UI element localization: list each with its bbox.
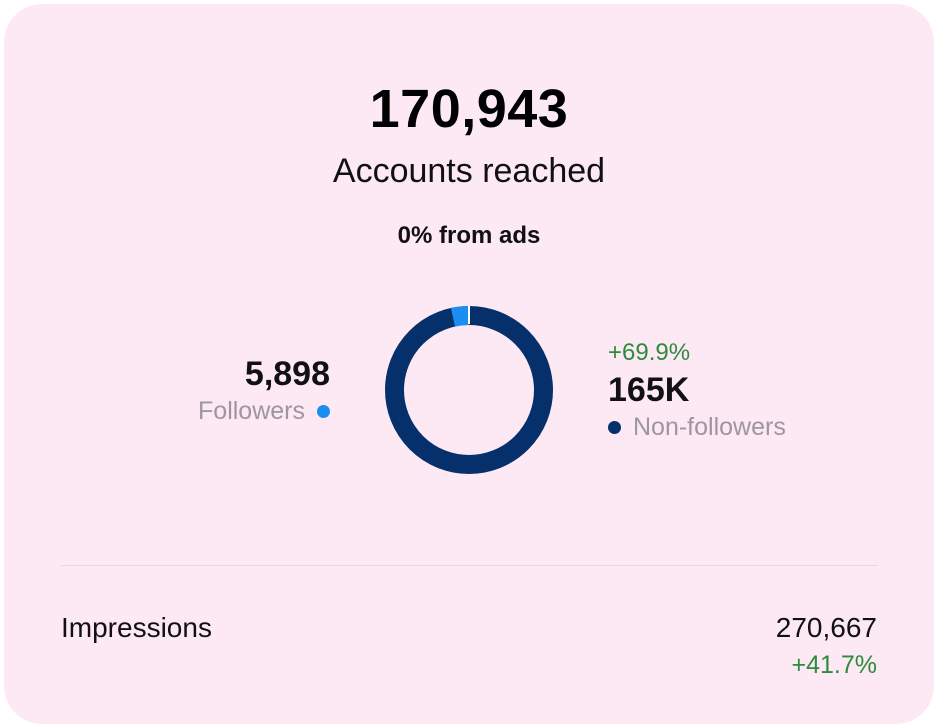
donut-segment-non-followers xyxy=(385,306,553,474)
impressions-label: Impressions xyxy=(61,612,212,643)
ads-percentage: 0% from ads xyxy=(397,222,541,249)
non-followers-dot-icon xyxy=(608,420,621,434)
non-followers-legend: Non-followers xyxy=(608,410,786,444)
non-followers-change: +69.9% xyxy=(608,339,691,366)
accounts-reached-total: 170,943 xyxy=(369,79,569,139)
followers-value: 5,898 xyxy=(244,355,330,393)
followers-stat: 5,898 Followers xyxy=(198,354,330,428)
section-divider xyxy=(61,565,878,566)
followers-dot-icon xyxy=(317,404,330,418)
donut-segment-followers xyxy=(385,306,553,474)
non-followers-stat: +69.9% 165K Non-followers xyxy=(608,336,786,444)
non-followers-label: Non-followers xyxy=(633,413,786,441)
followers-label: Followers xyxy=(198,397,305,425)
impressions-value: 270,667 xyxy=(775,612,877,643)
impressions-change: +41.7% xyxy=(791,651,878,679)
followers-legend: Followers xyxy=(198,394,330,428)
non-followers-value: 165K xyxy=(608,371,690,409)
accounts-reached-label: Accounts reached xyxy=(332,152,606,190)
reach-donut-chart xyxy=(385,306,553,474)
reach-card xyxy=(4,4,934,724)
